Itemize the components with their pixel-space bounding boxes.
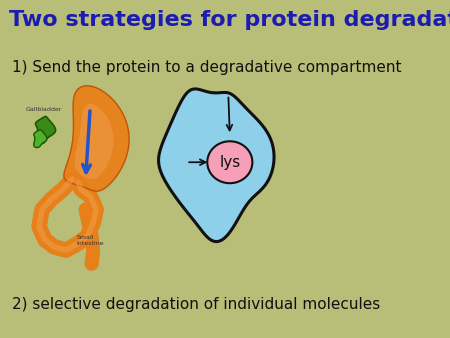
Polygon shape (36, 116, 56, 144)
Text: 2) selective degradation of individual molecules: 2) selective degradation of individual m… (12, 297, 380, 312)
Text: lys: lys (219, 155, 240, 170)
Text: Small
intestine: Small intestine (76, 235, 104, 246)
Text: Two strategies for protein degradation: Two strategies for protein degradation (9, 10, 450, 30)
Polygon shape (158, 89, 274, 242)
Text: Gallbladder: Gallbladder (26, 107, 62, 112)
Polygon shape (34, 129, 47, 148)
Polygon shape (75, 104, 113, 179)
Polygon shape (207, 141, 252, 183)
Polygon shape (64, 86, 129, 191)
Text: 1) Send the protein to a degradative compartment: 1) Send the protein to a degradative com… (12, 60, 401, 75)
